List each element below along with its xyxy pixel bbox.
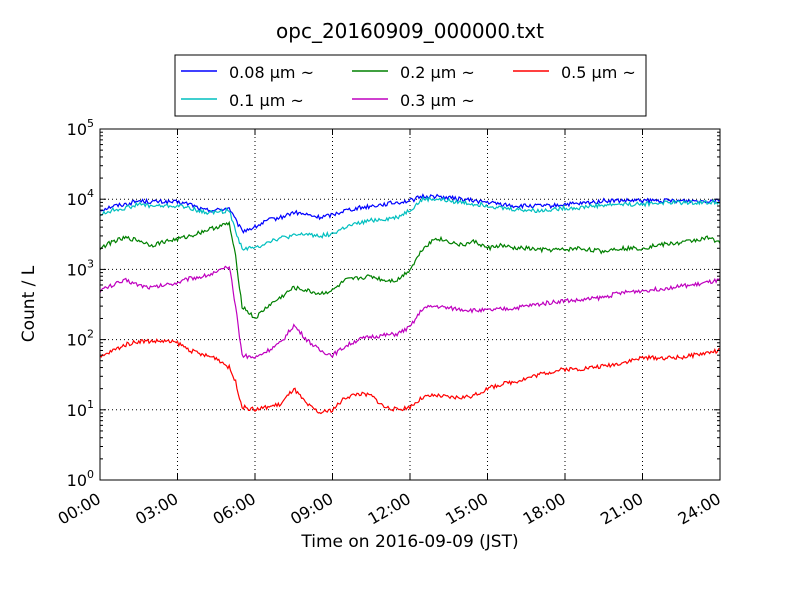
legend-box xyxy=(174,54,647,117)
y-tick-label: 105 xyxy=(67,117,94,139)
y-tick-label: 101 xyxy=(67,398,94,420)
legend-label: 0.3 μm ~ xyxy=(400,91,475,110)
y-tick-label: 103 xyxy=(67,257,94,279)
series-group xyxy=(99,193,721,415)
chart-title: opc_20160909_000000.txt xyxy=(276,19,544,43)
series-line-0_5 xyxy=(99,338,721,415)
y-axis-ticks: 100 101 102 103 104 105 xyxy=(67,117,720,490)
y-tick-label: 104 xyxy=(67,187,94,209)
y-tick-label: 102 xyxy=(67,328,94,350)
legend-label: 0.08 μm ~ xyxy=(229,63,314,82)
legend-label: 0.5 μm ~ xyxy=(561,63,636,82)
y-tick-label: 100 xyxy=(67,468,94,490)
x-axis-label: Time on 2016-09-09 (JST) xyxy=(300,532,518,552)
series-line-0_3 xyxy=(99,265,721,360)
grid xyxy=(100,129,720,480)
series-line-0_1 xyxy=(99,195,721,252)
legend-label: 0.2 μm ~ xyxy=(400,63,475,82)
legend-label: 0.1 μm ~ xyxy=(229,91,304,110)
y-axis-label: Count / L xyxy=(19,265,39,342)
legend: 0.08 μm ~ 0.1 μm ~ 0.2 μm ~ 0.3 μm ~ 0.5 μm … xyxy=(174,54,647,117)
series-line-0_2 xyxy=(99,220,721,319)
